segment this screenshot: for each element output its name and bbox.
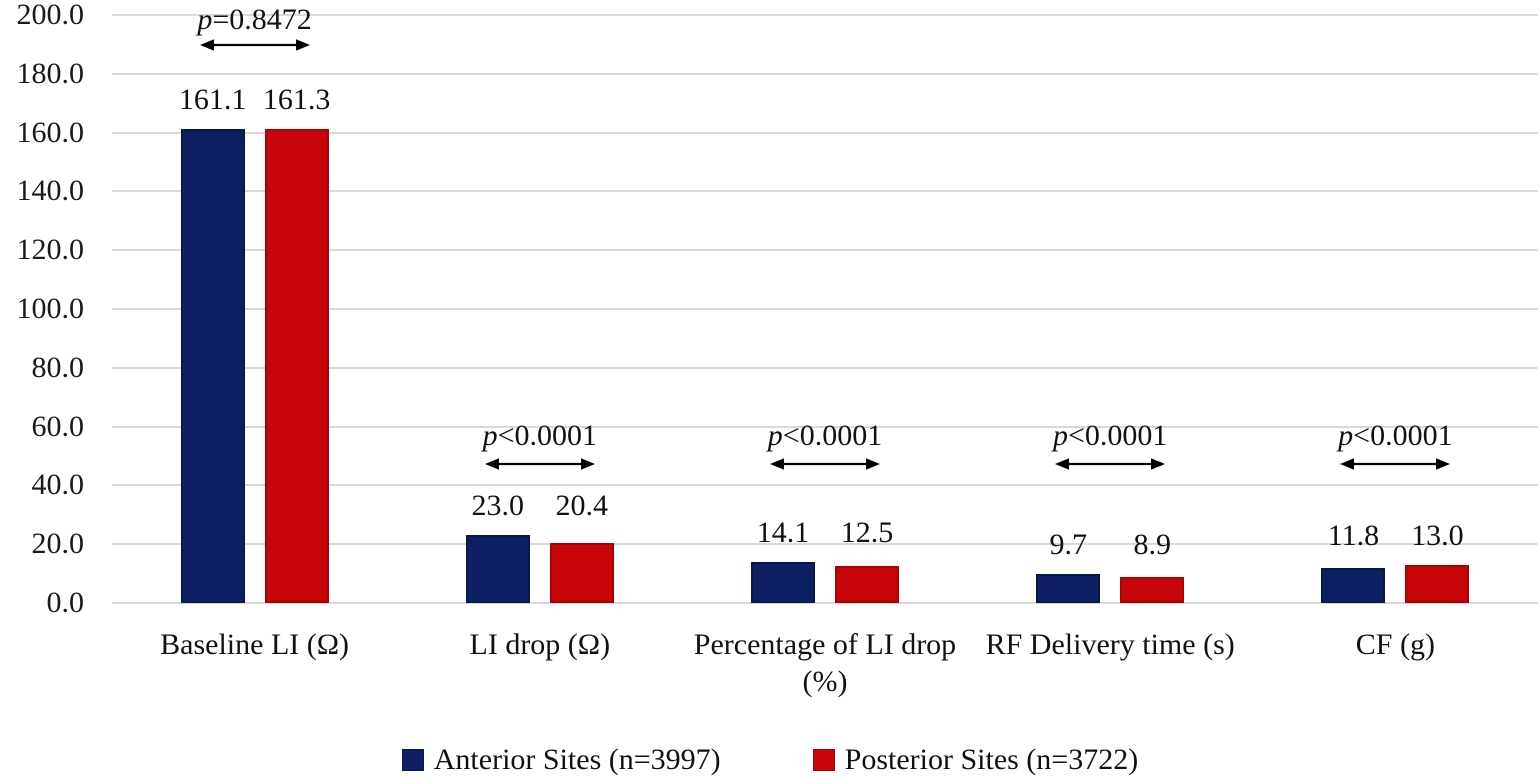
y-axis-tick-label: 200.0 [16, 0, 85, 31]
legend-label-posterior: Posterior Sites (n=3722) [844, 743, 1139, 776]
p-value-text: <0.0001 [782, 419, 883, 452]
bar-value-label: 13.0 [1411, 518, 1464, 552]
p-value-label: p<0.0001 [675, 420, 975, 452]
gridline [112, 425, 1538, 428]
anterior-swatch-icon [401, 749, 424, 771]
bar [1405, 564, 1470, 603]
x-axis-category-label: LI drop (Ω) [469, 628, 611, 661]
y-axis-tick-label: 40.0 [31, 468, 85, 502]
y-axis-tick-label: 120.0 [16, 233, 85, 267]
p-value-text: =0.8472 [212, 3, 312, 36]
p-value-text: <0.0001 [497, 419, 597, 452]
bar-value-label: 23.0 [471, 489, 525, 523]
p-italic: p [767, 419, 783, 452]
bar [1036, 574, 1101, 603]
p-value-text: <0.0001 [1353, 419, 1453, 452]
p-value-label: p=0.8472 [105, 4, 405, 36]
y-axis-tick-label: 180.0 [16, 56, 85, 90]
p-italic: p [482, 419, 498, 452]
bar-value-label: 12.5 [840, 515, 894, 549]
bar-value-label: 14.1 [756, 515, 810, 549]
bar [1120, 576, 1185, 603]
double-arrow-icon [1055, 457, 1166, 476]
legend-item-posterior: Posterior Sites (n=3722) [812, 743, 1139, 777]
gridline [112, 543, 1538, 546]
x-axis-category-label: CF (g) [1355, 628, 1435, 661]
bar [264, 128, 329, 603]
gridline [112, 14, 1538, 16]
bar-value-label: 161.1 [178, 82, 247, 116]
bar-value-label: 8.9 [1133, 528, 1171, 562]
bar [465, 535, 530, 603]
y-axis-tick-label: 60.0 [31, 409, 85, 443]
p-value-label: p<0.0001 [1245, 420, 1540, 452]
legend-label-anterior: Anterior Sites (n=3997) [433, 743, 721, 776]
p-value-label: p<0.0001 [960, 420, 1260, 452]
x-axis-category-label: RF Delivery time (s) [985, 628, 1235, 661]
gridline [112, 249, 1538, 252]
bar [549, 543, 614, 603]
p-italic: p [1052, 419, 1068, 452]
p-value-label: p<0.0001 [390, 420, 690, 452]
bar [1321, 568, 1386, 603]
y-axis-tick-label: 0.0 [46, 586, 85, 619]
double-arrow-icon [1340, 457, 1451, 476]
posterior-swatch-icon [812, 749, 835, 771]
double-arrow-icon [199, 38, 310, 57]
bar [835, 566, 899, 603]
gridline [112, 366, 1538, 369]
gridline [112, 131, 1538, 134]
y-axis-tick-label: 140.0 [16, 174, 85, 208]
x-axis-category-label: Percentage of LI drop (%) [693, 628, 957, 698]
p-value-text: <0.0001 [1067, 419, 1168, 452]
bar-value-label: 20.4 [555, 489, 609, 523]
gridline [112, 308, 1538, 310]
gridline [112, 602, 1538, 604]
bar [751, 561, 815, 603]
y-axis-tick-label: 100.0 [16, 292, 85, 325]
y-axis-tick-label: 160.0 [16, 115, 85, 149]
legend-item-anterior: Anterior Sites (n=3997) [401, 743, 721, 777]
p-italic: p [197, 3, 213, 36]
p-italic: p [1338, 419, 1354, 452]
double-arrow-icon [770, 457, 880, 476]
bar-value-label: 161.3 [262, 82, 331, 116]
y-axis-tick-label: 80.0 [31, 350, 85, 384]
gridline [112, 484, 1538, 487]
gridline [112, 190, 1538, 193]
chart-legend: Anterior Sites (n=3997) Posterior Sites … [0, 743, 1540, 777]
bar-value-label: 9.7 [1049, 528, 1087, 562]
bar [180, 129, 245, 603]
bar-value-label: 11.8 [1327, 518, 1380, 552]
y-axis-tick-label: 20.0 [31, 527, 85, 561]
gridline [112, 72, 1538, 75]
double-arrow-icon [484, 457, 595, 476]
x-axis-category-label: Baseline LI (Ω) [160, 628, 350, 661]
